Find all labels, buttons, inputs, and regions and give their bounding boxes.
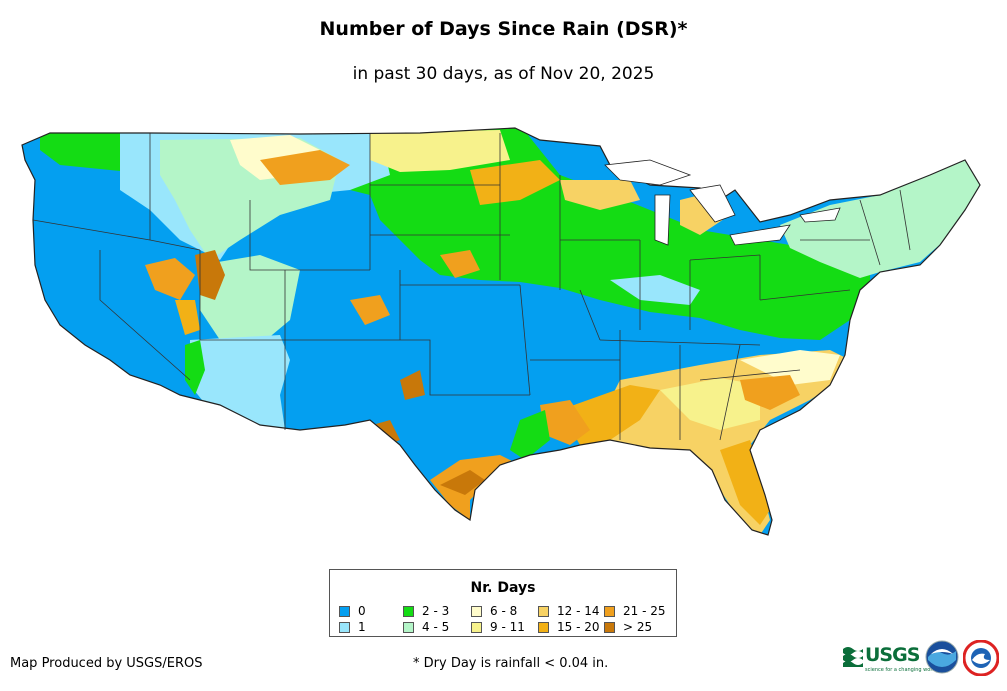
region-texas-central-brown <box>400 370 425 400</box>
legend-swatch <box>471 622 482 633</box>
region-msvalley-orange <box>540 400 590 445</box>
legend-item: 6 - 8 <box>471 605 517 617</box>
region-utah-brown <box>195 250 225 300</box>
region-ohio-lightblue <box>610 275 700 305</box>
usgs-wave-icon <box>843 647 863 667</box>
region-southeast-yellow <box>660 378 760 430</box>
great-lakes <box>604 159 841 246</box>
us-dsr-map <box>21 127 981 536</box>
region-texas-brown <box>440 470 485 495</box>
legend-swatch <box>604 606 615 617</box>
region-dakota-yellow <box>370 130 510 172</box>
legend-item: 1 <box>339 621 366 633</box>
legend-swatch <box>538 606 549 617</box>
region-az-green <box>185 340 205 395</box>
nws-logo <box>963 640 999 676</box>
map-subtitle: in past 30 days, as of Nov 20, 2025 <box>352 64 655 84</box>
legend-item: 9 - 11 <box>471 621 525 633</box>
legend-swatch <box>339 606 350 617</box>
region-wyoming-orange <box>260 150 350 185</box>
legend-item: 0 <box>339 605 366 617</box>
noaa-logo <box>925 640 959 674</box>
region-southwest-lightblue <box>190 335 290 430</box>
legend-swatch <box>339 622 350 633</box>
legend-item: 2 - 3 <box>403 605 449 617</box>
state-boundaries <box>32 133 911 441</box>
region-nebraska-orange <box>440 250 480 278</box>
legend-swatch <box>403 606 414 617</box>
region-georgia-orange <box>740 375 800 410</box>
legend-swatch <box>471 606 482 617</box>
region-nevada-orange <box>145 258 195 300</box>
region-carolina-yellow <box>740 350 840 385</box>
region-arkansas-green <box>510 410 550 460</box>
region-dakota-orange <box>470 160 560 205</box>
region-florida-orange <box>720 440 770 525</box>
legend-item: 15 - 20 <box>538 621 600 633</box>
region-utah-lightgreen <box>200 255 300 345</box>
legend-swatch <box>604 622 615 633</box>
legend-item: 4 - 5 <box>403 621 449 633</box>
footnote-text: * Dry Day is rainfall < 0.04 in. <box>413 656 609 671</box>
legend-swatch <box>403 622 414 633</box>
region-colorado-orange <box>350 295 390 325</box>
region-nevada-amber <box>175 300 200 335</box>
legend-item: 21 - 25 <box>604 605 666 617</box>
legend-title: Nr. Days <box>470 580 536 596</box>
map-title: Number of Days Since Rain (DSR)* <box>319 18 688 40</box>
legend-item: > 25 <box>604 621 652 633</box>
legend: Nr. Days 0 1 2 - 3 4 - 5 6 - 8 9 - 11 12… <box>329 569 677 637</box>
region-minnesota-amber <box>560 180 640 210</box>
credit-text: Map Produced by USGS/EROS <box>10 656 203 671</box>
usgs-logo: USGS science for a changing world <box>843 643 937 673</box>
legend-item: 12 - 14 <box>538 605 600 617</box>
region-northeast-lightgreen <box>780 155 980 278</box>
legend-swatch <box>538 622 549 633</box>
